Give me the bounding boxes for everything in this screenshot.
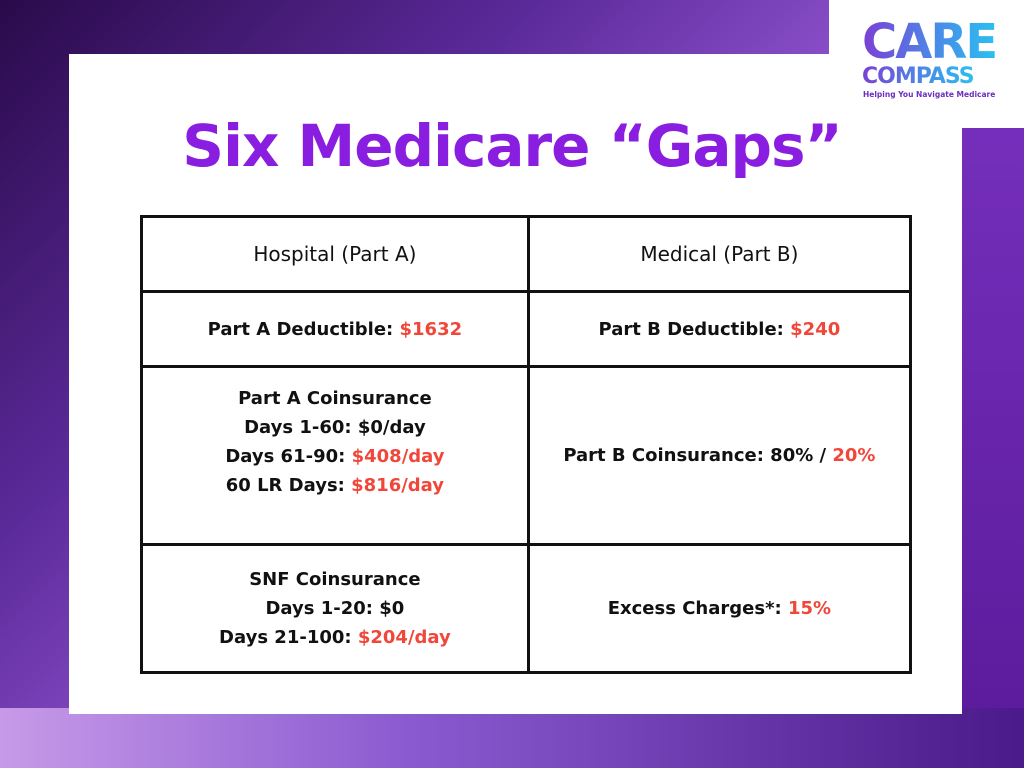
spacer (151, 500, 519, 528)
cell-excess-charges: Excess Charges*: 15% (526, 543, 913, 674)
header-medical-part-b: Medical (Part B) (526, 215, 913, 293)
snf-days-21-100-label: Days 21-100: (219, 627, 358, 648)
table-row-coinsurance: Part A Coinsurance Days 1-60: $0/day Day… (140, 365, 913, 546)
snf-days-21-100: Days 21-100: $204/day (151, 623, 519, 652)
logo-care-text: CARE (862, 14, 998, 70)
excess-charges-value: 15% (787, 598, 832, 619)
part-a-deductible-label: Part A Deductible: (207, 318, 400, 340)
snf-days-21-100-value: $204/day (357, 627, 451, 648)
page-title: Six Medicare “Gaps” (182, 112, 842, 180)
part-a-days-61-90: Days 61-90: $408/day (151, 442, 519, 471)
table-row-deductibles: Part A Deductible: $1632 Part B Deductib… (140, 290, 913, 368)
part-a-lr-days: 60 LR Days: $816/day (151, 471, 519, 500)
cell-snf-coinsurance: SNF Coinsurance Days 1-20: $0 Days 21-10… (140, 543, 530, 674)
cell-part-a-deductible: Part A Deductible: $1632 (140, 290, 530, 368)
part-a-deductible-value: $1632 (399, 318, 463, 340)
part-a-lr-days-label: 60 LR Days: (225, 474, 352, 496)
part-b-deductible-label: Part B Deductible: (598, 318, 791, 340)
part-b-coinsurance-label: Part B Coinsurance: 80% / (563, 445, 833, 466)
part-a-lr-days-value: $816/day (351, 474, 445, 496)
part-a-coinsurance-title: Part A Coinsurance (238, 387, 432, 409)
snf-days-1-20: Days 1-20: $0 (265, 598, 405, 619)
cell-part-b-deductible: Part B Deductible: $240 (526, 290, 913, 368)
part-a-days-61-90-value: $408/day (351, 445, 445, 467)
part-a-days-61-90-label: Days 61-90: (225, 445, 352, 467)
snf-coinsurance-title: SNF Coinsurance (249, 569, 421, 590)
part-b-coinsurance-value: 20% (832, 445, 876, 466)
logo-compass-text: COMPASS (862, 64, 975, 89)
table-header-row: Hospital (Part A) Medical (Part B) (140, 215, 913, 293)
logo-tagline: Helping You Navigate Medicare (863, 90, 996, 99)
cell-part-a-coinsurance: Part A Coinsurance Days 1-60: $0/day Day… (140, 365, 530, 546)
part-b-deductible-value: $240 (790, 318, 841, 340)
cell-part-b-coinsurance: Part B Coinsurance: 80% / 20% (526, 365, 913, 546)
gaps-table: Hospital (Part A) Medical (Part B) Part … (140, 215, 913, 674)
part-a-days-1-60: Days 1-60: $0/day (244, 416, 426, 438)
excess-charges-label: Excess Charges*: (607, 598, 788, 619)
header-hospital-part-a: Hospital (Part A) (140, 215, 530, 293)
background-bottom-panel (0, 708, 1024, 768)
table-row-snf-excess: SNF Coinsurance Days 1-20: $0 Days 21-10… (140, 543, 913, 674)
logo: CARE COMPASS Helping You Navigate Medica… (829, 0, 1024, 128)
